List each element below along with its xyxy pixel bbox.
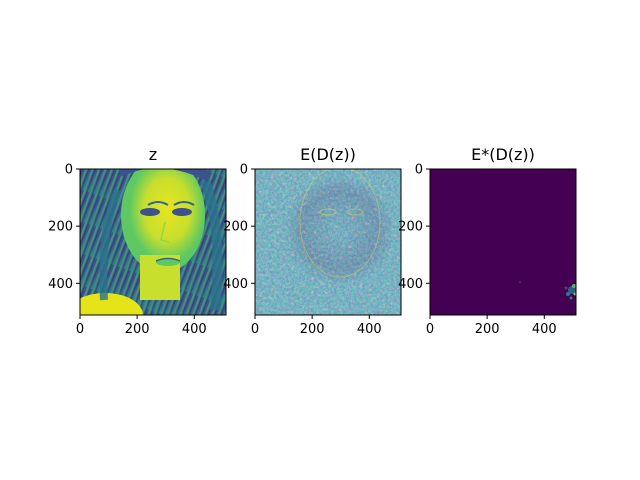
y-tick-label: 0 (415, 163, 423, 178)
y-tick-label: 200 (398, 220, 423, 235)
chart-title: z (149, 145, 157, 164)
y-tick-label: 200 (223, 220, 248, 235)
axes-frame (429, 168, 577, 316)
axes-frame (254, 168, 402, 316)
panel-e-star-d-z: E*(D(z)) (429, 145, 577, 316)
bright-cluster (519, 281, 576, 300)
y-tick-label: 0 (65, 163, 73, 178)
x-tick-label: 400 (532, 322, 557, 337)
x-tick-label: 0 (76, 322, 84, 337)
heatmap-image-portrait (80, 169, 226, 315)
chart-title: E(D(z)) (300, 145, 356, 164)
axes-frame (79, 168, 227, 316)
x-tick-label: 200 (475, 322, 500, 337)
y-tick-label: 400 (398, 277, 423, 292)
chart-title: E*(D(z)) (471, 145, 535, 164)
panel-z: z (79, 145, 227, 316)
x-tick-label: 0 (426, 322, 434, 337)
x-tick-label: 400 (182, 322, 207, 337)
heatmap-image-flat (430, 169, 576, 315)
y-tick-label: 400 (223, 277, 248, 292)
x-tick-label: 200 (125, 322, 150, 337)
y-tick-label: 400 (48, 277, 73, 292)
y-tick-label: 200 (48, 220, 73, 235)
y-tick-label: 0 (240, 163, 248, 178)
x-tick-label: 0 (251, 322, 259, 337)
x-tick-label: 400 (357, 322, 382, 337)
ticks-layer: 0 200 400 0 200 400 0 200 400 0 200 400 0 200 400 0 200 4… (48, 163, 557, 338)
heatmap-image-noise (255, 169, 401, 315)
panel-e-d-z: E(D(z)) (254, 145, 402, 316)
x-tick-label: 200 (300, 322, 325, 337)
